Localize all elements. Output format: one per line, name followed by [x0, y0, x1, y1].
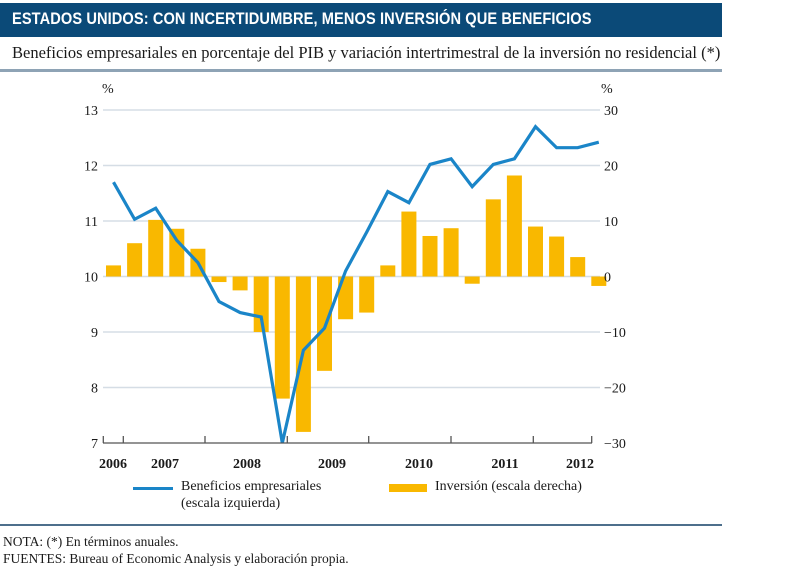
- investment-bar: [506, 175, 522, 277]
- chart-header: ESTADOS UNIDOS: CON INCERTIDUMBRE, MENOS…: [0, 3, 722, 37]
- x-axis-year-label: 2009: [318, 457, 346, 472]
- right-axis-tick-label: −10: [604, 326, 626, 341]
- investment-bar: [338, 276, 354, 320]
- right-axis-tick-label: −30: [604, 437, 626, 452]
- investment-bar: [591, 276, 607, 286]
- subtitle-divider: [0, 69, 722, 72]
- left-axis-tick-label: 8: [91, 382, 98, 397]
- left-axis-tick-label: 13: [84, 104, 98, 119]
- x-axis-year-label: 2006: [99, 457, 127, 472]
- investment-bar: [253, 276, 269, 332]
- sources-note: FUENTES: Bureau of Economic Analysis y e…: [3, 551, 349, 566]
- legend-line-swatch: [133, 487, 173, 490]
- right-axis-tick-label: 10: [604, 215, 618, 230]
- chart-subtitle: Beneficios empresariales en porcentaje d…: [12, 43, 721, 62]
- legend-line-label-1: Beneficios empresariales: [181, 479, 322, 494]
- profits-line: [112, 124, 600, 444]
- investment-bar: [169, 228, 185, 277]
- x-axis-year-label: 2008: [233, 457, 261, 472]
- investment-bars: [106, 175, 607, 432]
- left-axis-tick-label: 7: [91, 437, 98, 452]
- left-axis-tick-label: 11: [85, 215, 98, 230]
- investment-bar: [359, 276, 375, 313]
- left-axis-unit: %: [102, 82, 114, 97]
- gridlines: [103, 109, 600, 389]
- footer-divider: [0, 524, 722, 526]
- investment-bar: [232, 276, 248, 291]
- investment-bar: [549, 236, 565, 277]
- legend-line-label: Beneficios empresariales (escala izquier…: [181, 478, 321, 512]
- legend-bar-swatch: [389, 484, 427, 492]
- investment-bar: [443, 228, 459, 277]
- legend-bar-label: Inversión (escala derecha): [435, 479, 582, 494]
- right-axis-unit: %: [601, 82, 613, 97]
- chart-title: ESTADOS UNIDOS: CON INCERTIDUMBRE, MENOS…: [12, 9, 592, 28]
- x-axis-year-label: 2007: [151, 457, 179, 472]
- investment-bar: [401, 211, 417, 277]
- investment-bar: [127, 243, 143, 277]
- right-axis-tick-label: −20: [604, 382, 626, 397]
- investment-bar: [106, 265, 121, 277]
- axes: 7 8 9 10 11 12 13 −30 −20 −10 0 10 20 30 2006 2007 2008 2…: [84, 104, 626, 472]
- left-axis-tick-label: 12: [84, 160, 98, 175]
- investment-bar: [148, 219, 164, 277]
- investment-bar: [380, 265, 396, 277]
- x-axis-year-label: 2012: [566, 457, 594, 472]
- x-axis-year-label: 2011: [491, 457, 518, 472]
- right-axis-tick-label: 20: [604, 160, 618, 175]
- investment-bar: [570, 257, 586, 277]
- left-axis-tick-label: 10: [84, 271, 98, 286]
- legend-line-label-2: (escala izquierda): [181, 496, 281, 511]
- profits-line-path: [112, 124, 600, 444]
- left-axis-tick-label: 9: [91, 326, 98, 341]
- x-axis-year-label: 2010: [405, 457, 433, 472]
- footnote: NOTA: (*) En términos anuales.: [3, 534, 179, 549]
- investment-bar: [528, 226, 543, 277]
- right-axis-tick-label: 0: [604, 271, 611, 286]
- investment-bar: [464, 276, 480, 284]
- investment-bar: [274, 276, 290, 399]
- investment-bar: [422, 235, 438, 277]
- right-axis-tick-label: 30: [604, 104, 618, 119]
- investment-bar: [485, 199, 501, 277]
- investment-bar: [211, 276, 227, 283]
